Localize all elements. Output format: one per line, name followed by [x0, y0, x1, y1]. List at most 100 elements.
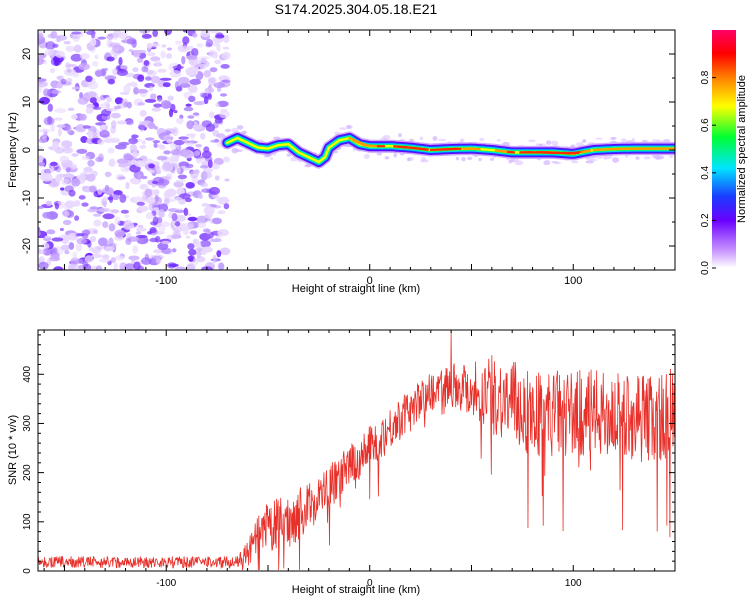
noise-speckle	[63, 40, 71, 45]
noise-speckle	[52, 247, 58, 255]
noise-speckle	[263, 154, 270, 158]
noise-speckle	[489, 157, 495, 161]
noise-speckle	[205, 172, 213, 179]
noise-speckle	[65, 45, 75, 52]
noise-speckle	[408, 138, 415, 142]
noise-speckle	[166, 47, 173, 51]
noise-speckle	[99, 258, 111, 263]
noise-speckle	[160, 100, 172, 109]
noise-speckle	[148, 122, 155, 130]
noise-speckle	[137, 74, 145, 82]
y-tick-label: 300	[22, 415, 33, 432]
noise-speckle	[107, 196, 114, 201]
noise-speckle	[110, 257, 117, 264]
noise-speckle	[186, 55, 198, 60]
chart-title: S174.2025.304.05.18.E21	[275, 1, 438, 17]
snr-ticks: -100 0 100 0 100 200 300 400	[22, 330, 676, 589]
noise-speckle	[514, 160, 524, 166]
noise-speckle	[90, 38, 97, 47]
noise-speckle	[208, 77, 216, 86]
noise-speckle	[187, 243, 195, 250]
noise-speckle	[156, 166, 161, 175]
noise-speckle	[209, 67, 218, 73]
noise-speckle	[180, 223, 189, 231]
noise-speckle	[217, 196, 230, 205]
noise-speckle	[118, 57, 123, 66]
noise-speckle	[144, 188, 153, 198]
noise-speckle	[212, 217, 222, 225]
noise-speckle	[133, 87, 139, 95]
noise-speckle	[205, 43, 213, 48]
noise-speckle	[138, 124, 146, 131]
noise-speckle	[97, 237, 108, 247]
noise-speckle	[70, 163, 78, 170]
noise-speckle	[467, 156, 473, 161]
noise-speckle	[143, 60, 150, 66]
noise-speckle	[99, 207, 111, 213]
noise-speckle	[65, 210, 70, 217]
noise-speckle	[575, 142, 584, 147]
snr-series-line	[38, 330, 675, 571]
y-tick-label: 0	[22, 568, 33, 574]
noise-speckle	[219, 110, 230, 119]
noise-speckle	[204, 218, 211, 222]
ridge-core	[364, 144, 380, 148]
noise-speckle	[545, 159, 551, 166]
noise-speckle	[393, 153, 397, 158]
noise-speckle	[64, 68, 76, 76]
noise-speckle	[125, 167, 130, 171]
noise-speckle	[176, 63, 182, 71]
noise-speckle	[61, 179, 70, 184]
noise-speckle	[222, 76, 231, 80]
noise-speckle	[141, 66, 149, 73]
noise-speckle	[137, 205, 149, 212]
noise-speckle	[81, 202, 89, 207]
noise-speckle	[139, 109, 147, 117]
noise-speckle	[68, 189, 76, 197]
noise-speckle	[194, 58, 201, 68]
noise-speckle	[163, 197, 170, 205]
noise-speckle	[234, 149, 243, 152]
noise-speckle	[45, 41, 56, 50]
noise-speckle	[185, 163, 194, 169]
noise-speckle	[42, 212, 52, 219]
noise-speckle	[71, 114, 78, 120]
noise-speckle	[398, 133, 402, 138]
noise-speckle	[38, 80, 48, 88]
noise-speckle	[79, 113, 87, 121]
noise-speckle	[174, 208, 185, 214]
noise-speckle	[41, 134, 48, 139]
noise-speckle	[364, 153, 370, 160]
noise-speckle	[133, 49, 141, 58]
noise-speckle	[208, 211, 213, 218]
noise-speckle	[163, 150, 171, 155]
noise-speckle	[47, 103, 53, 112]
noise-speckle	[217, 100, 229, 108]
ridge-core	[543, 151, 562, 154]
noise-speckle	[141, 257, 152, 265]
noise-speckle	[154, 194, 159, 203]
noise-speckle	[108, 223, 116, 232]
snr-ylabel: SNR (10 * v/v)	[7, 415, 19, 485]
colorbar-label: Normalized spectral amplitude	[736, 75, 748, 223]
noise-speckle	[150, 75, 161, 84]
noise-speckle	[199, 239, 211, 248]
noise-speckle	[192, 112, 200, 116]
noise-speckle	[171, 248, 177, 253]
noise-speckle	[146, 51, 156, 57]
noise-speckle	[181, 55, 186, 65]
noise-speckle	[193, 155, 205, 159]
noise-speckle	[119, 193, 127, 203]
noise-speckle	[136, 88, 149, 94]
noise-speckle	[406, 157, 411, 162]
noise-speckle	[138, 52, 147, 59]
noise-speckle	[38, 86, 42, 93]
noise-speckle	[78, 195, 86, 200]
noise-speckle	[209, 238, 222, 243]
noise-speckle	[44, 235, 51, 239]
noise-speckle	[419, 136, 424, 141]
noise-speckle	[91, 253, 103, 259]
noise-speckle	[149, 227, 157, 234]
noise-speckle	[169, 70, 182, 78]
noise-speckle	[182, 140, 190, 144]
